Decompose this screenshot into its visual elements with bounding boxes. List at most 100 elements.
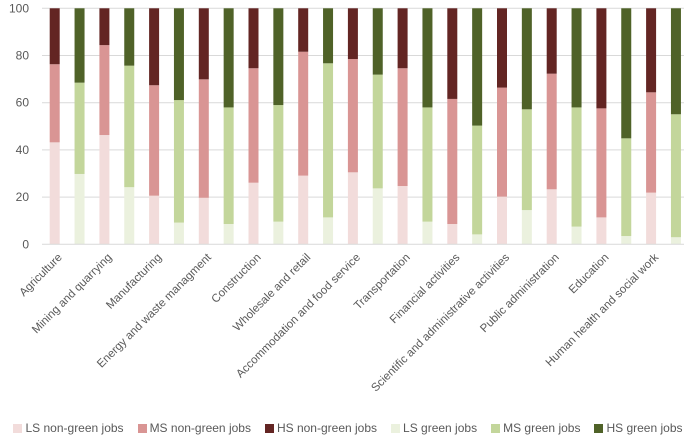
bar-segment-ls-green-jobs xyxy=(571,226,582,245)
bar-segment-ls-non-green-jobs xyxy=(248,182,259,245)
legend: LS non-green jobs MS non-green jobs HS non… xyxy=(0,421,696,435)
bar-segment-ls-green-jobs xyxy=(372,188,383,245)
bar-segment-ls-non-green-jobs xyxy=(149,195,160,245)
bar-segment-hs-non-green-jobs xyxy=(248,8,259,69)
y-tick-label: 20 xyxy=(16,190,30,204)
bar-segment-hs-non-green-jobs xyxy=(99,8,110,46)
legend-swatch xyxy=(391,423,401,433)
bar-segment-hs-green-jobs xyxy=(521,8,532,110)
bar-segment-ls-non-green-jobs xyxy=(596,217,607,245)
y-tick-label: 60 xyxy=(16,96,30,110)
bar-segment-ls-non-green-jobs xyxy=(298,175,309,245)
bar-segment-hs-non-green-jobs xyxy=(49,8,60,65)
bar-segment-ms-green-jobs xyxy=(74,82,85,174)
bar-segment-ms-green-jobs xyxy=(223,107,234,225)
bar-segment-ms-non-green-jobs xyxy=(497,87,507,197)
bar-segment-ls-non-green-jobs xyxy=(497,196,507,245)
bar-segment-hs-green-jobs xyxy=(124,8,135,66)
bar-segment-ls-green-jobs xyxy=(521,210,532,245)
bar-segment-hs-non-green-jobs xyxy=(149,8,160,86)
legend-swatch xyxy=(137,423,147,433)
bar-segment-ls-non-green-jobs xyxy=(198,197,209,245)
y-tick-label: 40 xyxy=(16,143,30,157)
legend-swatch xyxy=(491,423,501,433)
bar-segment-ls-green-jobs xyxy=(273,221,284,245)
bar-segment-hs-green-jobs xyxy=(670,8,681,115)
bar-segment-ls-non-green-jobs xyxy=(49,142,60,245)
bar-segment-hs-non-green-jobs xyxy=(596,8,607,109)
bar-segment-hs-non-green-jobs xyxy=(497,8,507,88)
bar-segment-ms-non-green-jobs xyxy=(248,68,259,183)
bar-segment-hs-green-jobs xyxy=(74,8,85,83)
bar-segment-hs-green-jobs xyxy=(621,8,632,139)
bar-segment-ms-green-jobs xyxy=(571,107,582,227)
bar-segment-ms-green-jobs xyxy=(422,107,433,222)
bar-segment-ms-non-green-jobs xyxy=(447,98,458,225)
bar-segment-hs-non-green-jobs xyxy=(546,8,557,74)
x-category-label: Construction xyxy=(209,252,263,306)
bar-segment-ms-green-jobs xyxy=(621,138,632,237)
bar-segment-hs-green-jobs xyxy=(173,8,184,101)
bar-segment-hs-green-jobs xyxy=(372,8,383,75)
bar-segment-hs-non-green-jobs xyxy=(397,8,408,69)
bar-segment-hs-non-green-jobs xyxy=(347,8,358,60)
bar-segment-ms-non-green-jobs xyxy=(99,45,110,136)
x-category-label: Human health and social work xyxy=(544,251,662,369)
bar-segment-hs-green-jobs xyxy=(273,8,284,106)
bar-segment-ms-green-jobs xyxy=(323,63,334,218)
bar-segment-ls-green-jobs xyxy=(323,217,334,245)
legend-swatch xyxy=(264,423,274,433)
bar-segment-ls-green-jobs xyxy=(223,224,234,245)
bar-segment-ms-green-jobs xyxy=(372,74,383,189)
bar-segment-ls-green-jobs xyxy=(124,187,135,245)
bar-segment-ls-green-jobs xyxy=(621,236,632,245)
bar-segment-ls-green-jobs xyxy=(472,234,483,245)
bar-segment-ms-green-jobs xyxy=(173,100,184,223)
bar-segment-ls-non-green-jobs xyxy=(646,192,657,245)
y-tick-label: 0 xyxy=(22,237,29,251)
bar-segment-ms-non-green-jobs xyxy=(546,73,557,190)
legend-swatch xyxy=(13,423,23,433)
legend-item: LS green jobs xyxy=(391,421,477,435)
bar-segment-hs-green-jobs xyxy=(422,8,433,108)
bar-segment-hs-green-jobs xyxy=(472,8,483,126)
bar-segment-ms-non-green-jobs xyxy=(49,64,60,143)
bar-segment-ms-non-green-jobs xyxy=(298,51,309,176)
bar-segment-ls-non-green-jobs xyxy=(397,186,408,245)
legend-label: LS non-green jobs xyxy=(25,421,124,435)
bar-segment-ms-non-green-jobs xyxy=(198,79,209,198)
bar-segment-ls-non-green-jobs xyxy=(347,172,358,245)
y-tick-label: 80 xyxy=(16,49,30,63)
legend-label: LS green jobs xyxy=(403,421,478,435)
x-category-label: Education xyxy=(567,252,612,297)
bar-segment-ms-non-green-jobs xyxy=(347,59,358,173)
bar-segment-ls-green-jobs xyxy=(74,173,85,245)
legend-label: HS green jobs xyxy=(606,421,683,435)
y-tick-label: 100 xyxy=(9,1,29,15)
legend-swatch xyxy=(594,423,604,433)
bar-segment-ms-green-jobs xyxy=(670,114,681,238)
gridlines xyxy=(42,7,684,198)
bar-segment-hs-green-jobs xyxy=(571,8,582,108)
bar-segment-ms-non-green-jobs xyxy=(397,68,408,187)
legend-item: LS non-green jobs xyxy=(13,421,124,435)
bar-segment-hs-green-jobs xyxy=(323,8,334,64)
bars xyxy=(49,8,681,245)
legend-item: HS green jobs xyxy=(594,421,683,435)
bar-segment-ls-green-jobs xyxy=(173,222,184,245)
bar-segment-ms-non-green-jobs xyxy=(646,92,657,193)
legend-item: MS green jobs xyxy=(491,421,580,435)
bar-segment-ls-non-green-jobs xyxy=(99,135,110,245)
bar-segment-ls-green-jobs xyxy=(670,237,681,245)
bar-segment-ms-green-jobs xyxy=(273,105,284,222)
bar-segment-ms-green-jobs xyxy=(124,65,135,188)
bar-segment-hs-non-green-jobs xyxy=(447,8,458,99)
bar-segment-ms-green-jobs xyxy=(521,109,532,211)
x-category-label: Agriculture xyxy=(17,252,64,299)
bar-segment-hs-non-green-jobs xyxy=(198,8,209,80)
bar-segment-ms-non-green-jobs xyxy=(596,108,607,218)
legend-label: MS non-green jobs xyxy=(149,421,251,435)
bar-segment-ls-non-green-jobs xyxy=(546,189,557,245)
